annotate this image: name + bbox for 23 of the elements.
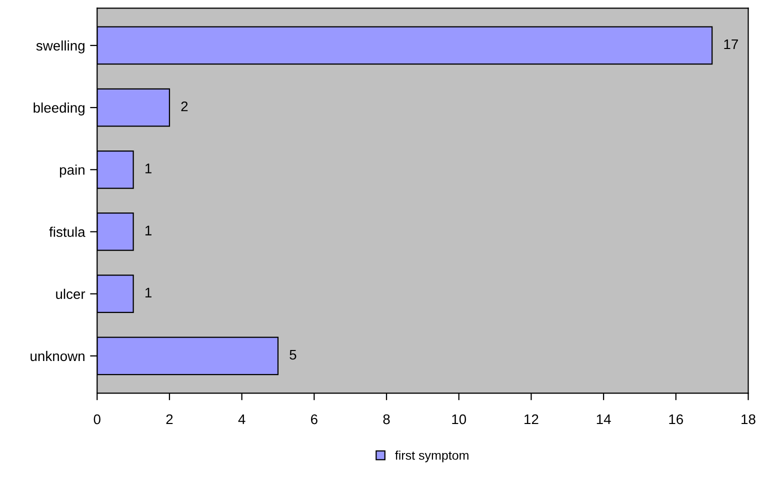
x-tick-label: 2: [166, 414, 173, 424]
x-tick-label: 6: [311, 414, 318, 424]
y-tick-label: pain: [60, 164, 84, 178]
data-label: 5: [290, 350, 296, 360]
x-tick-label: 0: [94, 414, 100, 424]
x-tick-label: 10: [452, 414, 466, 424]
data-label: 17: [724, 40, 738, 50]
x-tick-label: 18: [742, 414, 756, 424]
x-tick-label: 8: [383, 414, 390, 424]
x-tick-label: 16: [669, 414, 684, 424]
x-tick-label: 12: [524, 414, 538, 424]
data-label: 1: [145, 164, 152, 174]
y-tick-label: swelling: [36, 40, 84, 54]
y-tick-label: unknown: [30, 350, 84, 362]
data-label: 1: [145, 226, 152, 236]
data-label: 1: [145, 288, 152, 298]
y-tick-label: ulcer: [56, 288, 86, 299]
x-tick-label: 4: [238, 414, 246, 424]
data-label: 2: [181, 101, 188, 112]
legend-label: first symptom: [395, 450, 468, 462]
x-tick-label: 14: [596, 414, 611, 424]
y-tick-label: fistula: [49, 226, 86, 237]
y-tick-label: bleeding: [34, 102, 84, 116]
